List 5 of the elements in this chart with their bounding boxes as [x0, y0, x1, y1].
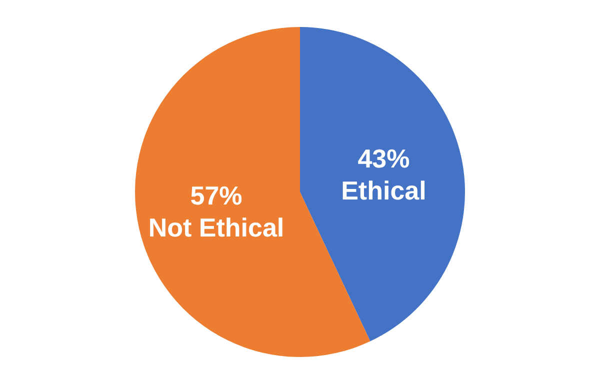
slice-label: Ethical [341, 175, 426, 206]
slice-label: Not Ethical [148, 212, 284, 243]
data-label: 43% [358, 143, 410, 174]
pie-slice [300, 27, 465, 342]
data-label: 57% [190, 180, 242, 211]
